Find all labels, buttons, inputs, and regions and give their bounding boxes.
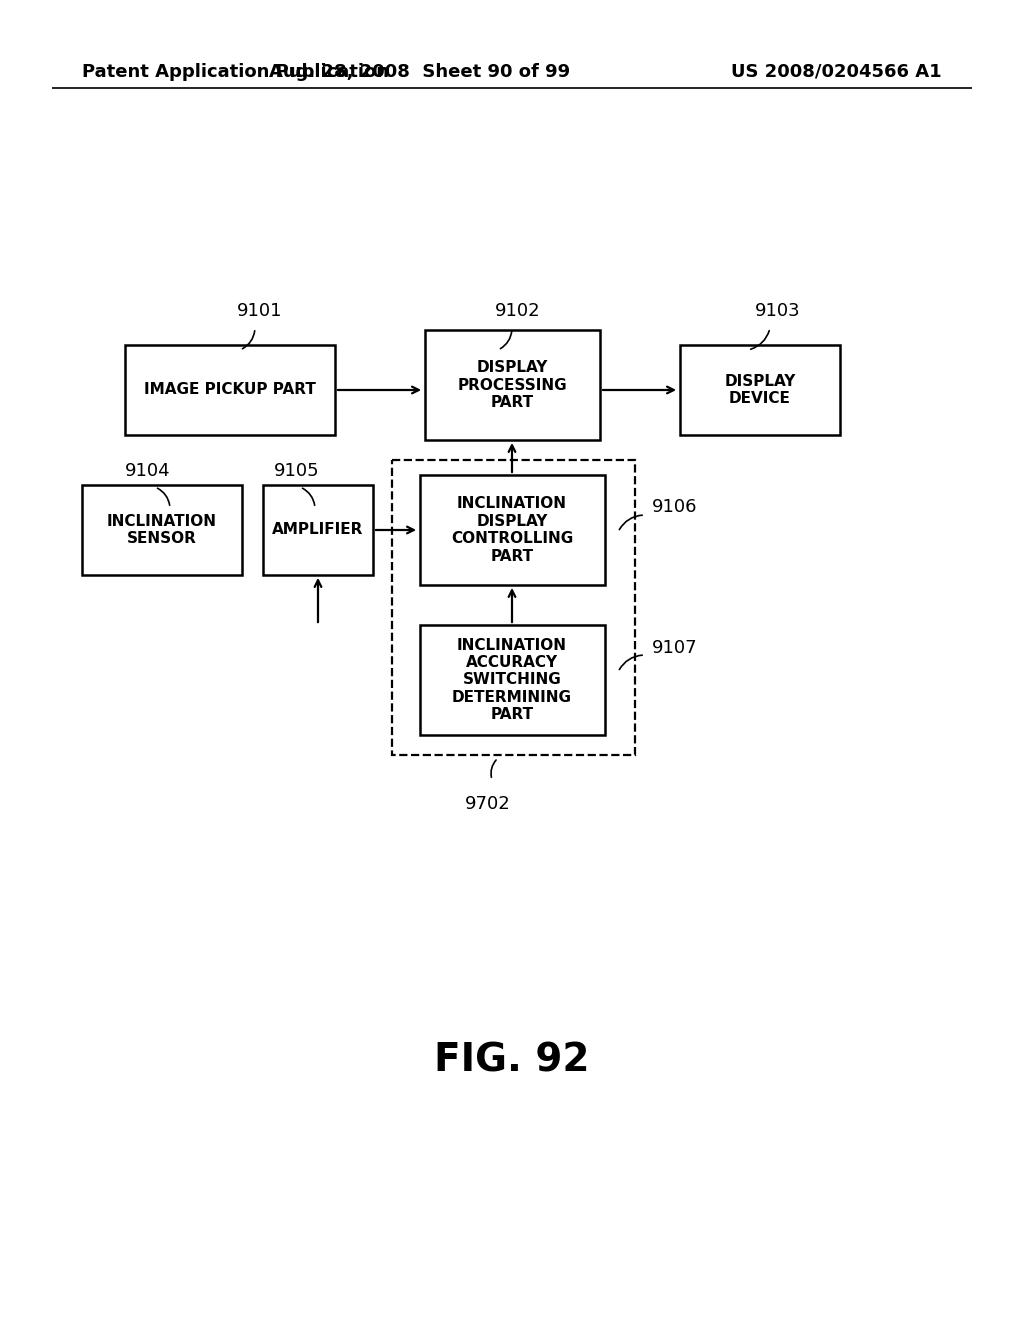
Text: 9702: 9702 [465,795,511,813]
Text: INCLINATION
SENSOR: INCLINATION SENSOR [106,513,217,546]
Bar [425,330,599,440]
Text: DISPLAY
PROCESSING
PART: DISPLAY PROCESSING PART [457,360,567,411]
Bar [680,345,840,436]
Bar [263,484,373,576]
Text: 9101: 9101 [238,302,283,319]
Bar [420,624,604,735]
Text: 9107: 9107 [652,639,697,657]
Text: FIG. 92: FIG. 92 [434,1041,590,1078]
Text: 9102: 9102 [496,302,541,319]
Bar [420,475,604,585]
Text: INCLINATION
ACCURACY
SWITCHING
DETERMINING
PART: INCLINATION ACCURACY SWITCHING DETERMINI… [452,638,572,722]
Text: INCLINATION
DISPLAY
CONTROLLING
PART: INCLINATION DISPLAY CONTROLLING PART [451,496,573,564]
Bar [125,345,335,436]
Text: Aug. 28, 2008  Sheet 90 of 99: Aug. 28, 2008 Sheet 90 of 99 [269,63,570,81]
Text: 9105: 9105 [274,462,319,480]
Bar [82,484,242,576]
Text: 9103: 9103 [755,302,801,319]
Text: AMPLIFIER: AMPLIFIER [272,523,364,537]
Bar [392,459,635,755]
Text: 9104: 9104 [125,462,171,480]
Text: 9106: 9106 [652,498,697,516]
Text: DISPLAY
DEVICE: DISPLAY DEVICE [724,374,796,407]
Text: Patent Application Publication: Patent Application Publication [82,63,389,81]
Text: US 2008/0204566 A1: US 2008/0204566 A1 [731,63,942,81]
Text: IMAGE PICKUP PART: IMAGE PICKUP PART [144,383,316,397]
